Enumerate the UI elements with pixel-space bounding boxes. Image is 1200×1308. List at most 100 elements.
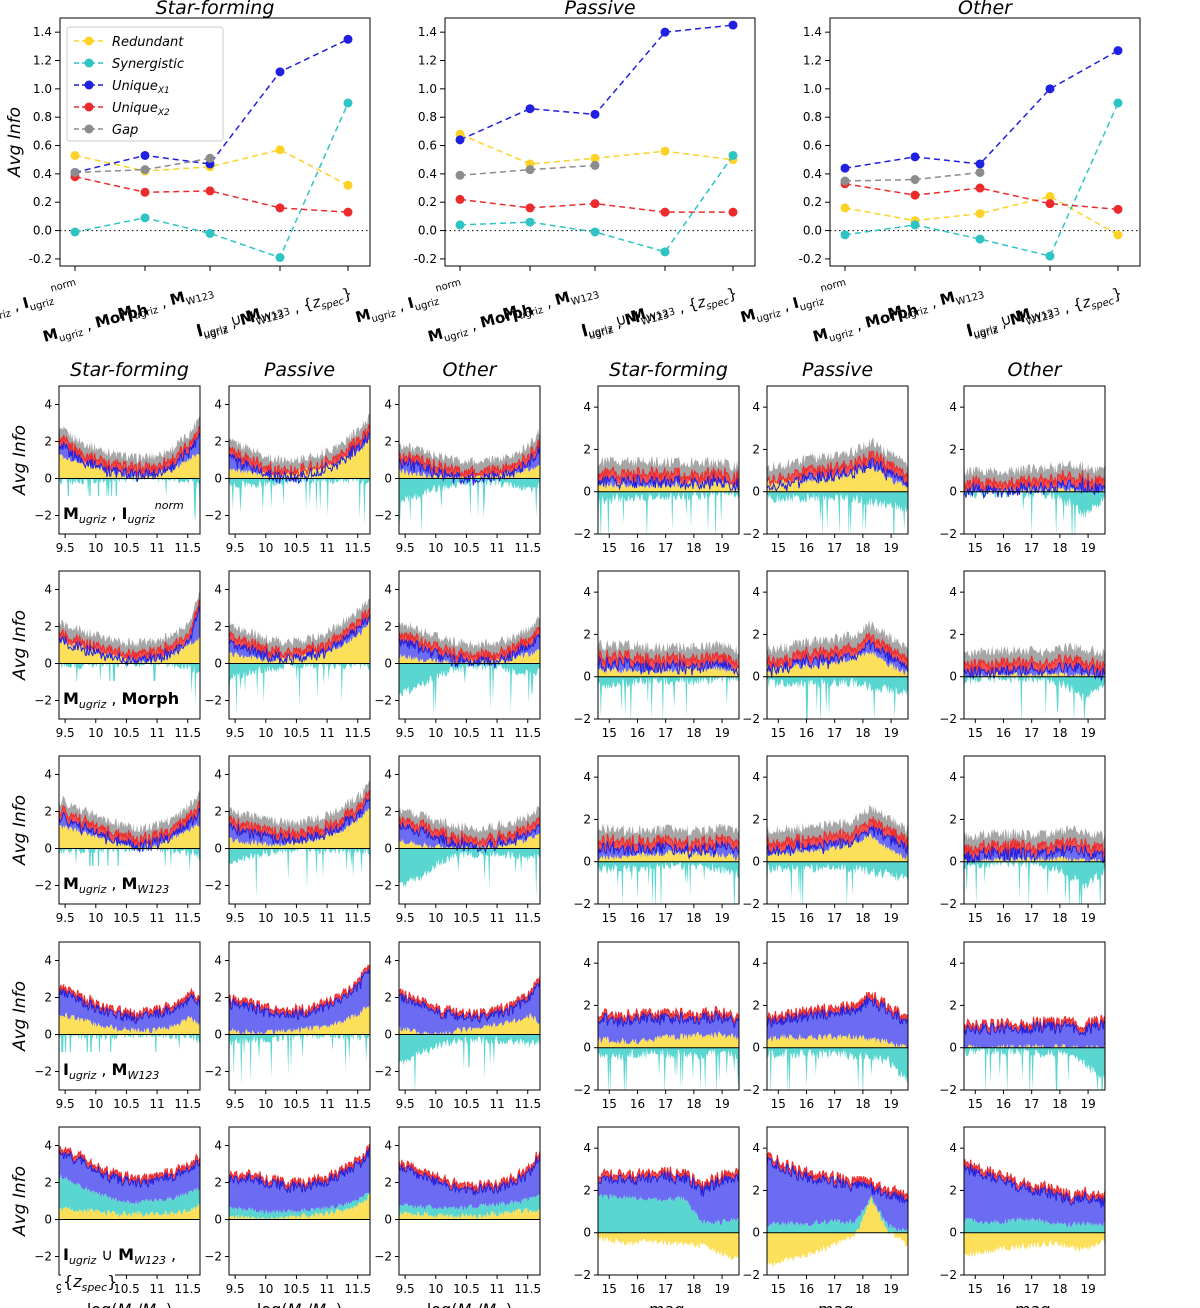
areas: [767, 1151, 908, 1267]
area-panel-r4-c3: −2 0 2 4 9.5 10 10.5 11 11.5: [374, 941, 541, 1111]
y-tick-label: 2: [583, 812, 591, 826]
x-tick-label: 11.5: [344, 1097, 371, 1111]
x-tick-label: 18: [686, 1282, 701, 1296]
y-tick-label: 4: [949, 956, 957, 970]
x-tick-label: 18: [1052, 726, 1067, 740]
redundant-area: [964, 1044, 1105, 1048]
data-point-unique_x1: [840, 163, 850, 173]
y-tick-label: 4: [949, 770, 957, 784]
area-panel-r3-c2: −2 0 2 4 9.5 10 10.5 11 11.5: [204, 755, 371, 925]
y-tick-label: −2: [204, 509, 222, 523]
x-tick-label: 19: [1080, 1097, 1095, 1111]
x-tick-label: 18: [686, 541, 701, 555]
y-tick-label: 2: [384, 805, 392, 819]
y-tick-label: 2: [583, 1183, 591, 1197]
x-tick-label: 17: [1024, 726, 1039, 740]
data-point-synergistic: [140, 213, 150, 223]
unique-x1-edge: [767, 995, 908, 1029]
synergistic-area: [59, 848, 200, 894]
x-tick-label: 19: [714, 726, 729, 740]
x-tick-label: 10: [428, 541, 443, 555]
y-tick-label: −2: [34, 1065, 52, 1079]
synergistic-area: [598, 1193, 739, 1233]
y-tick-label: 2: [214, 435, 222, 449]
y-tick-label: 0: [583, 485, 591, 499]
area-panel-r4-c4: −2 0 2 4 15 16 17 18 19: [573, 941, 740, 1111]
areas: [964, 459, 1105, 534]
x-tick-label: 18: [855, 911, 870, 925]
areas: [964, 825, 1105, 904]
x-tick-label: 11.5: [514, 726, 541, 740]
x-tick-label: 11: [319, 541, 334, 555]
plot-frame: [58, 1126, 201, 1276]
column-title: Star-forming: [609, 359, 728, 381]
unique-x2-edge: [229, 789, 370, 840]
stacked-area-grid: −2 0 2 4 9.5 10 10.5 11 11.5 Star-forming Avg Info…: [10, 359, 1106, 1308]
area-panel-r1-c4: −2 0 2 4 15 16 17 18 19 Star-forming: [573, 359, 740, 555]
y-axis-label: Avg Info: [5, 107, 25, 178]
synergistic-area: [399, 663, 540, 716]
y-tick-label: 4: [384, 954, 392, 968]
x-tick-label: 11: [319, 1097, 334, 1111]
row-label: Iugriz , MW123: [63, 1060, 159, 1082]
redundant-negative-area: [767, 1232, 908, 1267]
y-tick-label: 0: [384, 842, 392, 856]
y-tick-label: 0: [949, 485, 957, 499]
area-panel-r4-c5: −2 0 2 4 15 16 17 18 19: [742, 941, 909, 1111]
unique-x1-area: [598, 1171, 739, 1226]
y-tick-label: 0.6: [418, 139, 437, 153]
synergistic-area: [229, 1190, 370, 1220]
series-line-unique_x1: [844, 49, 1119, 169]
areas: [598, 1166, 739, 1261]
area-panel-r2-c5: −2 0 2 4 15 16 17 18 19: [742, 570, 909, 740]
y-tick-label: 2: [44, 620, 52, 634]
unique-x1-edge: [964, 1163, 1105, 1208]
synergistic-area: [399, 1194, 540, 1220]
x-tick-label: 11.5: [514, 1282, 541, 1296]
series-lines: [445, 20, 755, 257]
x-tick-label: 19: [883, 541, 898, 555]
y-tick-label: −2: [939, 712, 957, 726]
row-label: Mugriz , Iugriznorm: [63, 499, 184, 526]
x-tick-label: 11.5: [514, 1097, 541, 1111]
plot-frame: [398, 570, 541, 720]
y-tick-label: 2: [949, 812, 957, 826]
area-panel-r5-c6: −2 0 2 4 15 16 17 18 19 magr: [939, 1126, 1106, 1308]
legend-entry-unique-x1: UniqueX1: [74, 79, 170, 96]
y-tick-label: 2: [752, 442, 760, 456]
y-tick-label: 4: [214, 1139, 222, 1153]
y-tick-label: 2: [752, 998, 760, 1012]
unique-x1-edge: [598, 1010, 739, 1029]
data-point-unique_x1: [1113, 46, 1123, 56]
unique-x2-edge: [229, 607, 370, 659]
area-panel-r2-c6: −2 0 2 4 15 16 17 18 19: [939, 570, 1106, 740]
y-tick-label: 2: [384, 991, 392, 1005]
unique-x1-edge: [598, 473, 739, 494]
legend: Redundant Synergistic UniqueX1 UniqueX2 …: [66, 26, 224, 142]
unique-x1-edge: [964, 661, 1105, 682]
x-tick-label: 11: [489, 1097, 504, 1111]
areas: [229, 964, 370, 1086]
legend-label: Synergistic: [112, 57, 184, 72]
x-tick-label: 11.5: [344, 1282, 371, 1296]
y-tick-label: −2: [939, 1083, 957, 1097]
x-tick-label: 11.5: [514, 911, 541, 925]
x-tick-label: 10: [88, 541, 103, 555]
synergistic-area: [964, 1217, 1105, 1233]
y-tick-label: 1.2: [803, 54, 822, 68]
x-tick-label: 18: [1052, 911, 1067, 925]
redundant-area: [964, 855, 1105, 862]
plot-frame: [766, 1126, 909, 1276]
y-tick-label: −2: [939, 897, 957, 911]
x-tick-label: 10: [428, 1282, 443, 1296]
x-tick-label: 19: [714, 911, 729, 925]
category-label: Mugriz , MW123: [886, 280, 986, 325]
x-tick-label: 16: [799, 1097, 814, 1111]
y-tick-label: −2: [374, 694, 392, 708]
redundant-negative-area: [964, 1232, 1105, 1258]
data-point-gap: [525, 165, 535, 175]
x-tick-label: 18: [855, 726, 870, 740]
y-tick-label: 4: [583, 1141, 591, 1155]
x-tick-label: 10: [258, 1282, 273, 1296]
